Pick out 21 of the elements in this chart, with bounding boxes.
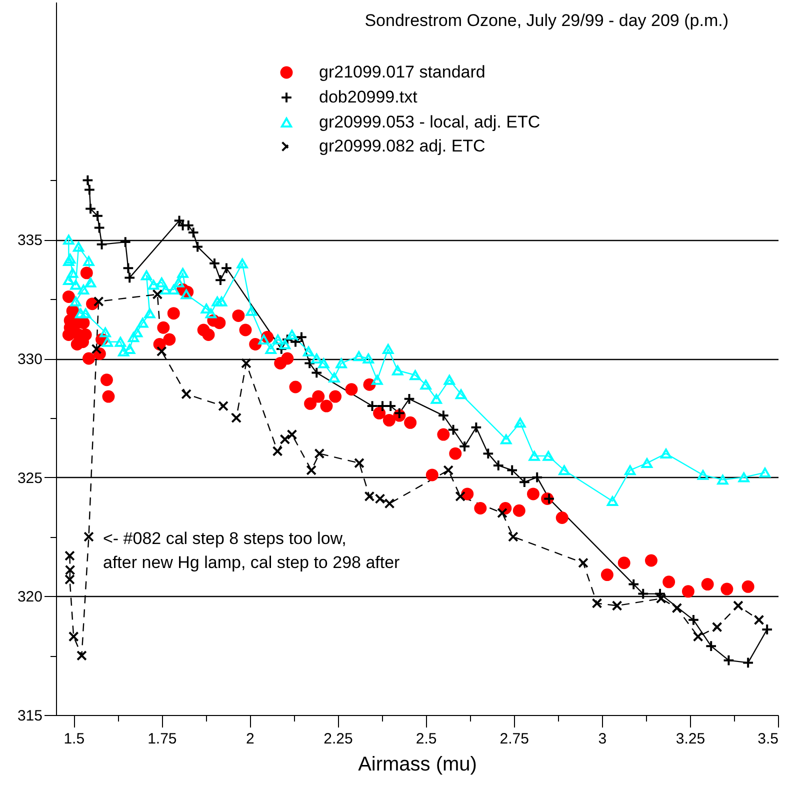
legend-label: dob20999.txt xyxy=(319,88,418,106)
y-tick-label: 315 xyxy=(17,708,42,724)
x-tick-label: 3.5 xyxy=(758,730,778,748)
x-tick-label: 3 xyxy=(598,730,607,748)
x-tick-label: 1.75 xyxy=(148,730,177,748)
x-tick-label: 3.25 xyxy=(676,730,706,748)
x-tick-label: 2.5 xyxy=(416,730,437,748)
y-tick-label: 320 xyxy=(17,588,42,606)
x-tick-label: 2.75 xyxy=(500,730,529,748)
text: Sondrestrom Ozone, July 29/99 - day 209 (p.m.) xyxy=(364,11,728,30)
annotation: <- #082 cal step 8 steps too low, after new Hg lamp, cal step to 298 after xyxy=(103,529,400,572)
y-tick-label: 330 xyxy=(17,351,42,368)
x-tick-label: 2.25 xyxy=(324,730,353,748)
x-tick-label: 2 xyxy=(246,730,254,748)
legend-label: gr20999.053 - local, adj. ETC xyxy=(319,112,540,132)
legend-label: gr20999.082 adj. ETC xyxy=(319,136,486,156)
y-tick-label: 335 xyxy=(17,232,42,250)
x-tick-label: 1.5 xyxy=(64,730,85,748)
legend-label: gr21099.017 standard xyxy=(319,62,486,82)
y-tick-label: 325 xyxy=(17,470,42,487)
x-axis-title: Airmass (mu) xyxy=(358,754,477,776)
